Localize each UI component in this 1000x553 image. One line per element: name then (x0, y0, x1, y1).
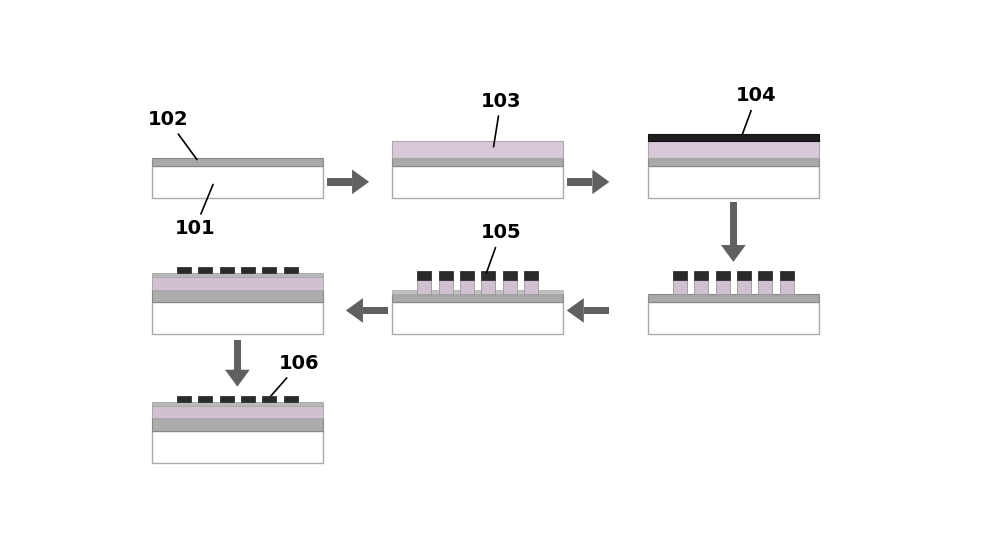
Bar (503, 271, 517, 280)
Bar (758, 271, 772, 280)
Bar (694, 280, 708, 294)
Bar (758, 280, 772, 294)
Bar (503, 280, 517, 294)
Bar (439, 280, 453, 294)
Bar (648, 134, 819, 141)
Bar (392, 166, 563, 198)
Bar (460, 271, 474, 280)
Polygon shape (225, 370, 250, 387)
Bar (284, 396, 298, 401)
Bar (152, 431, 323, 463)
Bar (417, 271, 431, 280)
Bar (780, 271, 794, 280)
Bar (241, 396, 255, 401)
Bar (392, 290, 563, 294)
Bar (737, 271, 751, 280)
Text: 103: 103 (481, 91, 521, 147)
Bar (262, 396, 276, 401)
Bar (481, 280, 495, 294)
Bar (392, 302, 563, 335)
Bar (392, 158, 563, 166)
Bar (716, 271, 730, 280)
Bar (177, 267, 191, 273)
Bar (648, 141, 819, 158)
Bar (152, 158, 323, 166)
Bar (524, 271, 538, 280)
Polygon shape (592, 170, 609, 194)
Bar (392, 294, 563, 302)
Bar (198, 267, 212, 273)
Bar (648, 294, 819, 302)
Bar (780, 280, 794, 294)
Polygon shape (567, 298, 584, 323)
Bar (152, 273, 323, 278)
Bar (152, 278, 323, 290)
Bar (648, 158, 819, 166)
Bar (567, 178, 592, 186)
Bar (392, 141, 563, 158)
Text: 106: 106 (270, 354, 320, 397)
Bar (262, 267, 276, 273)
Bar (694, 271, 708, 280)
Bar (524, 280, 538, 294)
Bar (198, 396, 212, 401)
Bar (648, 302, 819, 335)
Bar (152, 302, 323, 335)
Polygon shape (352, 170, 369, 194)
Bar (439, 271, 453, 280)
Bar (220, 396, 234, 401)
Bar (417, 280, 431, 294)
Polygon shape (346, 298, 363, 323)
Bar (326, 178, 352, 186)
Bar (152, 406, 323, 418)
Bar (737, 280, 751, 294)
Bar (152, 290, 323, 302)
Bar (152, 418, 323, 431)
Polygon shape (721, 245, 746, 262)
Bar (673, 271, 687, 280)
Bar (152, 401, 323, 406)
Text: 105: 105 (481, 223, 521, 273)
Bar (648, 166, 819, 198)
Bar (460, 280, 474, 294)
Bar (234, 341, 241, 370)
Bar (673, 280, 687, 294)
Bar (730, 202, 737, 245)
Bar (152, 166, 323, 198)
Text: 101: 101 (174, 185, 215, 238)
Bar (584, 306, 609, 314)
Bar (220, 267, 234, 273)
Bar (177, 396, 191, 401)
Text: 102: 102 (147, 110, 197, 160)
Text: 104: 104 (736, 86, 777, 135)
Bar (716, 280, 730, 294)
Bar (481, 271, 495, 280)
Bar (284, 267, 298, 273)
Bar (363, 306, 388, 314)
Bar (241, 267, 255, 273)
